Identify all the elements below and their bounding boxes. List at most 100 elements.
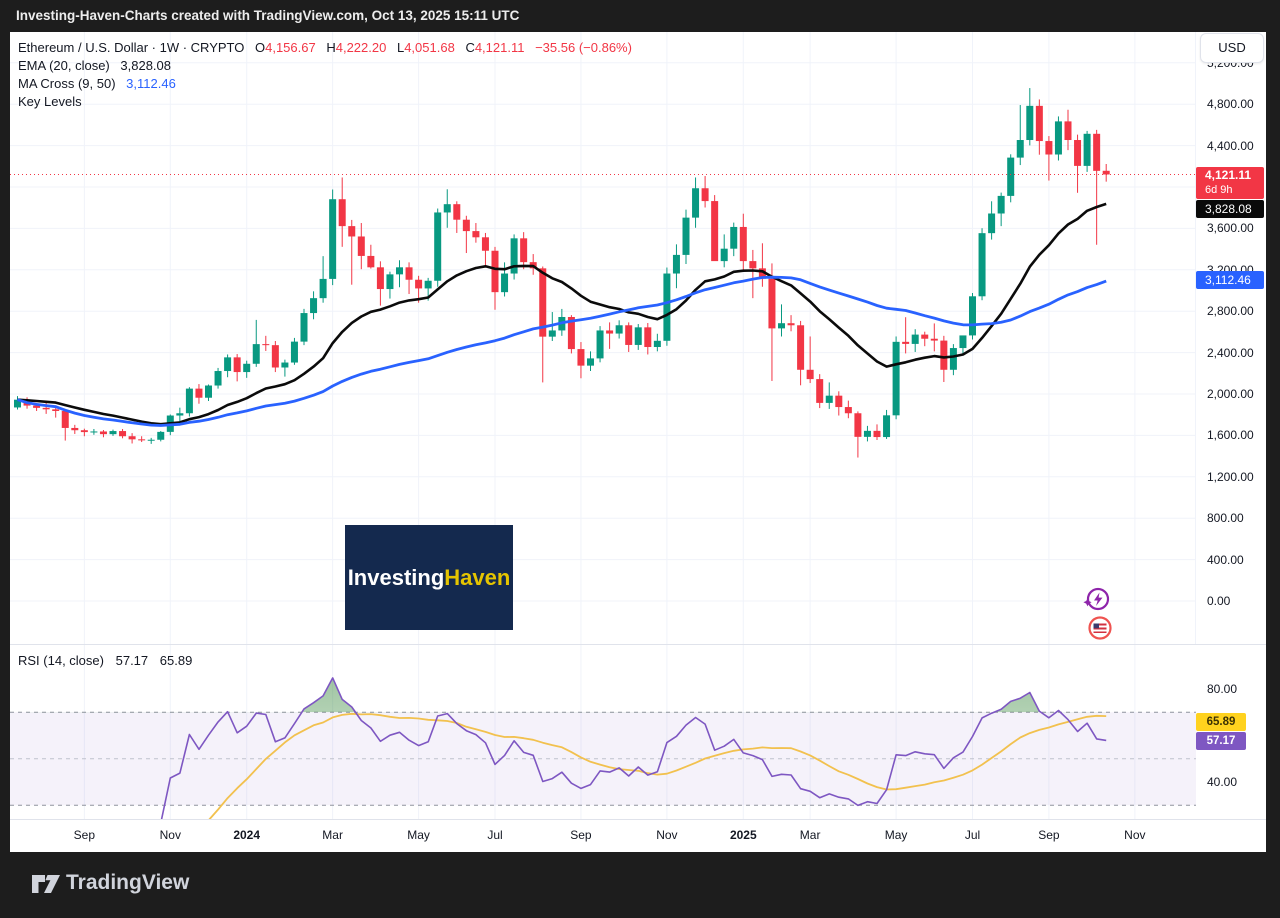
candle-body — [510, 238, 518, 274]
candle-body — [1083, 133, 1091, 166]
rsi-line[interactable] — [27, 677, 1107, 820]
price-tick-label: 400.00 — [1207, 552, 1244, 567]
price-tick-label: 800.00 — [1207, 511, 1244, 526]
candle-body — [329, 199, 337, 279]
time-tick-label: Jul — [964, 828, 981, 842]
candle-body — [1054, 121, 1062, 155]
candle-body — [978, 233, 986, 297]
time-tick-label: Sep — [73, 828, 96, 842]
candle-body — [988, 213, 996, 234]
candle-body — [634, 327, 642, 345]
ema-label: EMA (20, close) — [18, 58, 110, 73]
candle-body — [396, 267, 403, 275]
candle-body — [606, 330, 614, 334]
ohlc-low-label: L — [396, 40, 405, 55]
candle-body — [548, 330, 556, 337]
price-tick-label: 1,600.00 — [1207, 428, 1254, 443]
candle-body — [587, 358, 594, 366]
rsi-ma-line[interactable] — [170, 712, 1107, 820]
candle-body — [1007, 157, 1015, 196]
candle-body — [176, 413, 184, 416]
rsi-value: 57.17 — [115, 653, 149, 668]
ohlc-high-label: H — [326, 40, 336, 55]
candle-body — [778, 323, 785, 329]
candle-body — [405, 267, 413, 280]
time-tick-label: Nov — [1124, 828, 1146, 842]
chart-area[interactable]: Ethereum / U.S. Dollar · 1W · CRYPTO O4,… — [10, 32, 1266, 852]
symbol-title: Ethereum / U.S. Dollar · 1W · CRYPTO — [18, 40, 245, 55]
us-flag-glyph — [1093, 623, 1107, 633]
candle-body — [243, 363, 251, 373]
macross-label: MA Cross (9, 50) — [18, 76, 116, 91]
last-price-badge: 4,121.11 6d 9h — [1196, 167, 1264, 199]
candle-body — [1045, 141, 1053, 155]
boost-event-icon[interactable] — [1083, 586, 1111, 614]
currency-toggle-button[interactable]: USD — [1200, 33, 1264, 63]
candle-body — [157, 431, 165, 440]
ma50-price-badge: 3,112.46 — [1196, 271, 1264, 289]
time-axis[interactable] — [10, 820, 1266, 852]
candle-body — [1035, 105, 1043, 142]
footer-bar: TradingView — [0, 852, 1280, 918]
candle-body — [1093, 133, 1101, 171]
ema20-line[interactable] — [17, 202, 1107, 426]
candle-body — [844, 407, 852, 414]
candle-body — [185, 388, 193, 414]
candle-body — [224, 357, 232, 372]
candle-body — [501, 273, 509, 293]
candle-body — [1074, 140, 1082, 166]
ma50-line[interactable] — [17, 275, 1107, 427]
candle-body — [481, 237, 489, 251]
legend-symbol-row[interactable]: Ethereum / U.S. Dollar · 1W · CRYPTO O4,… — [18, 39, 632, 57]
candle-body — [462, 219, 470, 232]
ema-price-badge: 3,828.08 — [1196, 200, 1264, 218]
candle-body — [195, 388, 203, 398]
tradingview-logo-icon[interactable] — [30, 872, 62, 896]
price-pane[interactable] — [10, 32, 1196, 645]
candle-body — [739, 226, 747, 262]
candles-layer[interactable] — [14, 88, 1110, 458]
candle-body — [730, 226, 738, 249]
candle-body — [453, 204, 461, 220]
candle-body — [911, 334, 919, 344]
candle-body — [787, 323, 795, 326]
candle-body — [873, 430, 881, 438]
ema-value: 3,828.08 — [120, 58, 171, 73]
rsi-pane[interactable] — [10, 645, 1196, 820]
candle-body — [806, 369, 814, 380]
pane-separator[interactable] — [10, 644, 1266, 645]
candle-body — [567, 316, 575, 350]
candle-body — [71, 427, 79, 431]
candle-body — [214, 371, 222, 386]
candle-body — [147, 439, 155, 441]
price-tick-label: 0.00 — [1207, 594, 1231, 608]
candle-body — [472, 231, 480, 238]
tradingview-brand-text[interactable]: TradingView — [66, 871, 190, 894]
legend-keylevels-row[interactable]: Key Levels — [18, 93, 632, 111]
candle-body — [940, 340, 948, 370]
candle-body — [338, 199, 346, 227]
candle-body — [128, 436, 136, 440]
candle-body — [80, 430, 88, 433]
us-flag-event-icon[interactable] — [1087, 615, 1113, 641]
candle-body — [720, 248, 728, 262]
candle-body — [61, 410, 69, 428]
chart-legend: Ethereum / U.S. Dollar · 1W · CRYPTO O4,… — [18, 39, 632, 111]
candle-body — [33, 405, 41, 408]
price-tick-label: 3,600.00 — [1207, 221, 1254, 236]
candle-body — [367, 255, 375, 268]
candle-body — [797, 325, 805, 370]
watermark-part1: Investing — [347, 564, 445, 590]
rsi-legend-row[interactable]: RSI (14, close) 57.17 65.89 — [18, 653, 192, 668]
legend-ema-row[interactable]: EMA (20, close) 3,828.08 — [18, 57, 632, 75]
time-tick-label: 2024 — [233, 828, 261, 842]
time-axis-separator — [10, 819, 1266, 820]
candle-body — [119, 431, 127, 437]
time-tick-label: Sep — [570, 828, 592, 842]
candle-body — [138, 439, 146, 441]
candle-body — [205, 385, 212, 398]
candle-body — [434, 212, 442, 281]
legend-macross-row[interactable]: MA Cross (9, 50) 3,112.46 — [18, 75, 632, 93]
time-tick-label: May — [407, 828, 430, 842]
candle-body — [692, 188, 700, 218]
